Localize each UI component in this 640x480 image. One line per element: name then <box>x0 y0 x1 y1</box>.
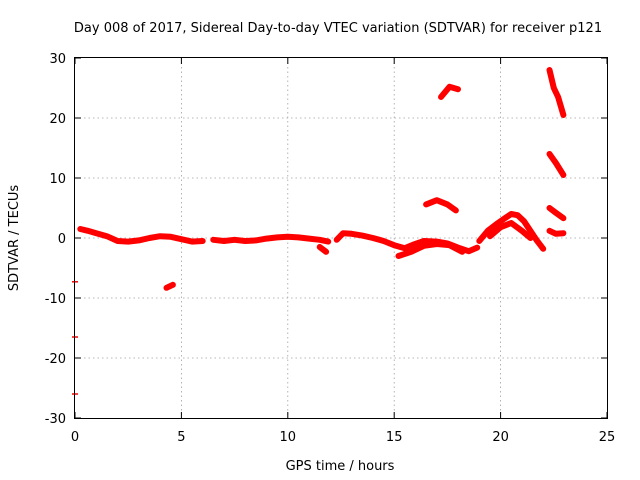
data-series <box>72 67 567 395</box>
x-axis-label: GPS time / hours <box>286 459 395 474</box>
y-tick-label: -10 <box>45 292 66 307</box>
series-segment-12 <box>546 205 567 222</box>
x-tick-label: 25 <box>599 430 616 445</box>
y-tick-label: 20 <box>49 112 66 127</box>
series-segment-11 <box>546 151 567 178</box>
x-tick-label: 10 <box>280 430 297 445</box>
series-segment-8 <box>423 197 459 214</box>
series-segment-10 <box>546 67 567 118</box>
series-segment-5 <box>395 241 466 259</box>
series-segment-6 <box>476 211 547 252</box>
series-segment-14 <box>163 281 176 291</box>
series-segment-3 <box>316 244 330 255</box>
series-segment-7 <box>487 220 534 241</box>
series-segment-2 <box>210 233 332 245</box>
series-segment-13 <box>546 227 567 237</box>
y-axis-label: SDTVAR / TECUs <box>7 185 22 292</box>
series-segment-1 <box>77 226 206 245</box>
y-tick-label: -20 <box>45 352 66 367</box>
x-tick-label: 20 <box>492 430 509 445</box>
y-tick-label: 30 <box>49 52 66 67</box>
series-segment-9 <box>438 83 461 100</box>
y-tick-label: 10 <box>49 172 66 187</box>
x-tick-label: 0 <box>71 430 79 445</box>
plot-frame <box>74 57 608 419</box>
y-tick-label: 0 <box>58 232 66 247</box>
y-tick-label: -30 <box>45 412 66 427</box>
tick-labels: 0 5 10 15 20 25 -30 -20 -10 0 10 20 30 <box>45 52 616 445</box>
x-tick-label: 15 <box>386 430 403 445</box>
x-tick-label: 5 <box>177 430 185 445</box>
chart-title: Day 008 of 2017, Sidereal Day-to-day VTE… <box>74 21 602 36</box>
